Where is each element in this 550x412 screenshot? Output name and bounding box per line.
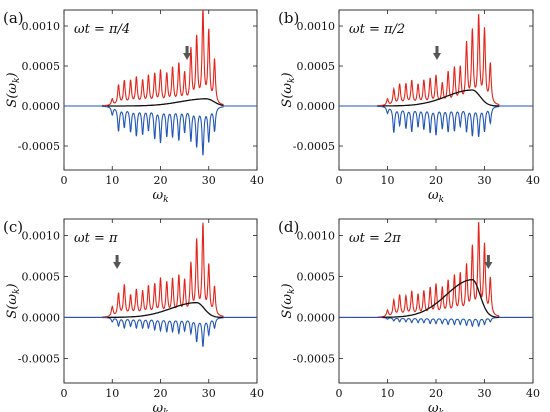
y-tick-label: 0.0000 bbox=[297, 311, 336, 324]
plot-area bbox=[339, 221, 533, 328]
spectrum-negative bbox=[64, 105, 257, 156]
y-tick-label: 0.0000 bbox=[297, 100, 336, 113]
panel-a: 0 10 20 30 40 0.0010 0.0005 0.0000 -0.0005 ωk S(ωk… bbox=[3, 9, 264, 205]
x-axis-label: ωk bbox=[428, 401, 444, 412]
x-tick-label: 40 bbox=[250, 387, 264, 400]
x-tick-label: 40 bbox=[526, 387, 540, 400]
y-tick-label: 0.0000 bbox=[22, 100, 61, 113]
y-tick-label: 0.0010 bbox=[22, 229, 61, 242]
y-tick-label: 0.0000 bbox=[22, 311, 61, 324]
x-tick-label: 20 bbox=[154, 174, 168, 187]
x-tick-label: 20 bbox=[429, 174, 443, 187]
x-tick-label: 10 bbox=[105, 387, 119, 400]
panel-label: (b) bbox=[278, 9, 299, 27]
y-tick-label: -0.0005 bbox=[18, 352, 60, 365]
y-axis-label: S(ωk) bbox=[5, 72, 22, 107]
x-tick-label: 20 bbox=[429, 387, 443, 400]
envelope-line bbox=[382, 279, 499, 318]
spectrum-positive bbox=[64, 10, 257, 107]
panel-b: 0 10 20 30 40 0.0010 0.0005 0.0000 -0.0005 ωk S(ωk… bbox=[278, 9, 540, 205]
panel-label: (d) bbox=[278, 218, 299, 236]
spectrum-positive bbox=[64, 222, 257, 318]
x-tick-label: 30 bbox=[478, 174, 492, 187]
arrow-marker bbox=[432, 46, 441, 60]
x-tick-label: 30 bbox=[478, 387, 492, 400]
panel-label: (c) bbox=[3, 218, 23, 236]
annotation: ωt = π bbox=[74, 231, 118, 246]
spectrum-negative bbox=[339, 105, 533, 138]
x-tick-label: 0 bbox=[61, 174, 68, 187]
arrow-marker bbox=[484, 255, 493, 269]
y-tick-label: 0.0005 bbox=[22, 60, 61, 73]
x-tick-label: 0 bbox=[336, 387, 343, 400]
annotation: ωt = π/2 bbox=[349, 22, 405, 37]
arrow-marker bbox=[113, 255, 122, 269]
x-tick-label: 10 bbox=[381, 174, 395, 187]
x-tick-label: 20 bbox=[154, 387, 168, 400]
y-tick-label: 0.0010 bbox=[22, 20, 61, 33]
arrow-marker bbox=[183, 46, 192, 60]
x-tick-label: 10 bbox=[105, 174, 119, 187]
y-tick-label: -0.0005 bbox=[293, 140, 335, 153]
panel-label: (a) bbox=[3, 9, 24, 27]
x-tick-label: 30 bbox=[202, 174, 216, 187]
x-tick-label: 40 bbox=[526, 174, 540, 187]
y-axis-label: S(ωk) bbox=[280, 72, 297, 107]
y-tick-label: 0.0010 bbox=[297, 20, 336, 33]
spectrum-negative bbox=[339, 316, 533, 328]
y-tick-label: 0.0010 bbox=[297, 229, 336, 242]
y-tick-label: -0.0005 bbox=[293, 352, 335, 365]
spectrum-positive bbox=[339, 14, 533, 107]
x-tick-label: 30 bbox=[202, 387, 216, 400]
y-axis-label: S(ωk) bbox=[5, 283, 22, 318]
x-axis-label: ωk bbox=[152, 401, 168, 412]
panel-c: 0 10 20 30 40 0.0010 0.0005 0.0000 -0.0005 ωk S(ωk… bbox=[3, 218, 264, 412]
y-axis-label: S(ωk) bbox=[280, 283, 297, 318]
x-tick-label: 0 bbox=[61, 387, 68, 400]
plot-area bbox=[339, 14, 533, 138]
x-axis-label: ωk bbox=[152, 188, 168, 205]
annotation: ωt = π/4 bbox=[74, 22, 130, 37]
envelope-line bbox=[382, 89, 500, 107]
spectrum-negative bbox=[64, 316, 257, 347]
spectrum-positive bbox=[339, 221, 533, 318]
plot-area bbox=[64, 10, 257, 156]
envelope-line bbox=[107, 301, 224, 319]
y-tick-label: -0.0005 bbox=[18, 140, 60, 153]
y-tick-label: 0.0005 bbox=[22, 270, 61, 283]
annotation: ωt = 2π bbox=[349, 231, 401, 246]
x-axis-label: ωk bbox=[428, 188, 444, 205]
x-tick-label: 0 bbox=[336, 174, 343, 187]
x-tick-label: 10 bbox=[381, 387, 395, 400]
envelope-line bbox=[107, 98, 224, 107]
y-tick-label: 0.0005 bbox=[297, 270, 336, 283]
panel-d: 0 10 20 30 40 0.0010 0.0005 0.0000 -0.0005 ωk S(ωk… bbox=[278, 218, 540, 412]
y-tick-label: 0.0005 bbox=[297, 60, 336, 73]
plot-area bbox=[64, 222, 257, 347]
x-tick-label: 40 bbox=[250, 174, 264, 187]
